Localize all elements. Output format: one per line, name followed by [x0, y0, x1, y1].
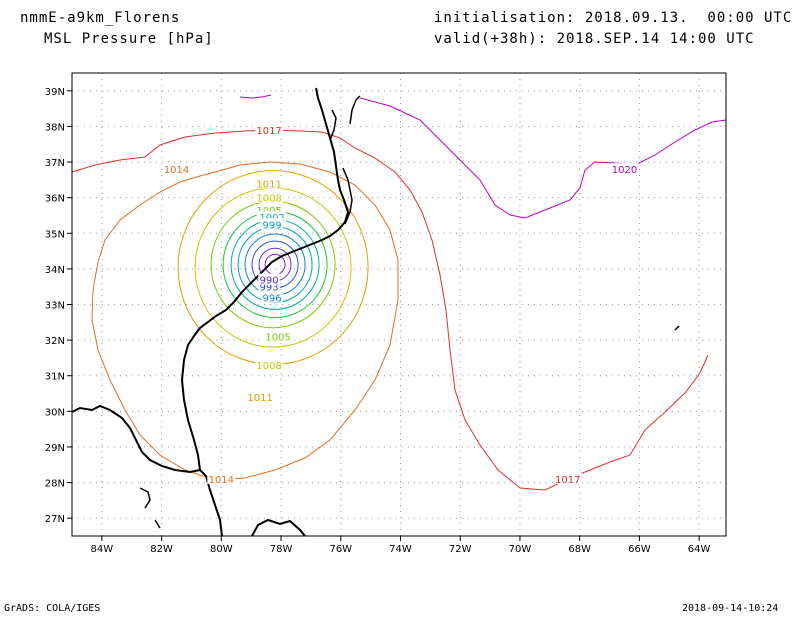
contour-label-bg [255, 204, 284, 216]
y-tick-label: 34N [45, 265, 65, 276]
contour-label-bg [553, 473, 582, 485]
y-tick-label: 32N [45, 336, 65, 347]
y-tick-label: 38N [45, 122, 65, 133]
x-tick-label: 84W [91, 544, 114, 555]
contour-label-bg [258, 211, 287, 223]
contour-label: 1008 [256, 361, 281, 372]
x-tick-label: 78W [270, 544, 293, 555]
contour-label: 1005 [265, 333, 290, 344]
y-tick-label: 29N [45, 443, 65, 454]
y-axis: 39N 38N 37N 36N 35N 34N 33N 32N 31N 30N 29N 28N 27N [45, 87, 72, 525]
y-tick-label: 39N [45, 87, 65, 98]
y-tick-label: 35N [45, 229, 65, 240]
x-tick-label: 66W [628, 544, 651, 555]
isobar-1017 [71, 129, 709, 491]
contour-label-bg [255, 123, 284, 135]
y-tick-label: 37N [45, 158, 65, 169]
contour-label-bg [258, 273, 280, 285]
contour-label-bg [207, 473, 236, 485]
x-tick-label: 74W [389, 544, 412, 555]
y-tick-label: 28N [45, 479, 65, 490]
x-tick-label: 72W [449, 544, 472, 555]
contour-labels: 1017 1017 1020 1014 1014 1011 1011 1008 1008 1005… [162, 123, 639, 486]
contour-label-bg [255, 359, 284, 371]
software-credit: GrADS: COLA/IGES [4, 603, 101, 614]
plot-frame [71, 72, 727, 537]
isobar-1014 [91, 161, 399, 481]
x-tick-label: 64W [688, 544, 711, 555]
contour-label: 1011 [256, 179, 281, 190]
contour-label-bg [264, 330, 293, 342]
contour-label: 999 [263, 220, 282, 231]
contour-label-bg [261, 218, 283, 230]
model-name: nmmE-a9km_Florens [20, 10, 181, 26]
init-time: initialisation: 2018.09.13. 00:00 UTC [434, 10, 793, 26]
y-tick-label: 31N [45, 372, 65, 383]
contour-label: 1014 [164, 165, 189, 176]
contour-label-bg [258, 280, 280, 292]
y-tick-label: 27N [45, 514, 65, 525]
y-tick-label: 33N [45, 301, 65, 312]
x-tick-label: 80W [210, 544, 233, 555]
contour-label-bg [610, 163, 639, 175]
x-tick-label: 70W [509, 544, 532, 555]
run-timestamp: 2018-09-14-10:24 [682, 603, 779, 614]
contour-label: 1014 [209, 475, 234, 486]
contour-label: 1017 [555, 475, 580, 486]
y-tick-label: 36N [45, 194, 65, 205]
contour-label: 990 [260, 276, 279, 287]
contour-label-bg [255, 177, 284, 189]
contour-label: 1017 [256, 126, 281, 137]
contour-label-bg [162, 163, 191, 175]
isobar-1020 [239, 94, 727, 219]
contour-label: 1020 [612, 165, 637, 176]
x-tick-label: 76W [329, 544, 352, 555]
contour-label-bg [261, 291, 283, 303]
x-axis: 84W 82W 80W 78W 76W 74W 72W 70W 68W 66W 64W [91, 536, 711, 555]
grid [72, 73, 726, 536]
x-tick-label: 68W [568, 544, 591, 555]
valid-time: valid(+38h): 2018.SEP.14 14:00 UTC [434, 31, 755, 47]
contour-label-bg [246, 391, 275, 403]
contour-label: 1008 [256, 194, 281, 205]
coastline [71, 87, 680, 537]
isobars [71, 94, 727, 491]
field-name: MSL Pressure [hPa] [44, 31, 214, 47]
y-tick-label: 30N [45, 407, 65, 418]
contour-label-bg [255, 191, 284, 203]
contour-label: 993 [260, 283, 279, 294]
contour-label: 1011 [247, 393, 272, 404]
x-tick-label: 82W [150, 544, 173, 555]
contour-label: 996 [263, 293, 282, 304]
